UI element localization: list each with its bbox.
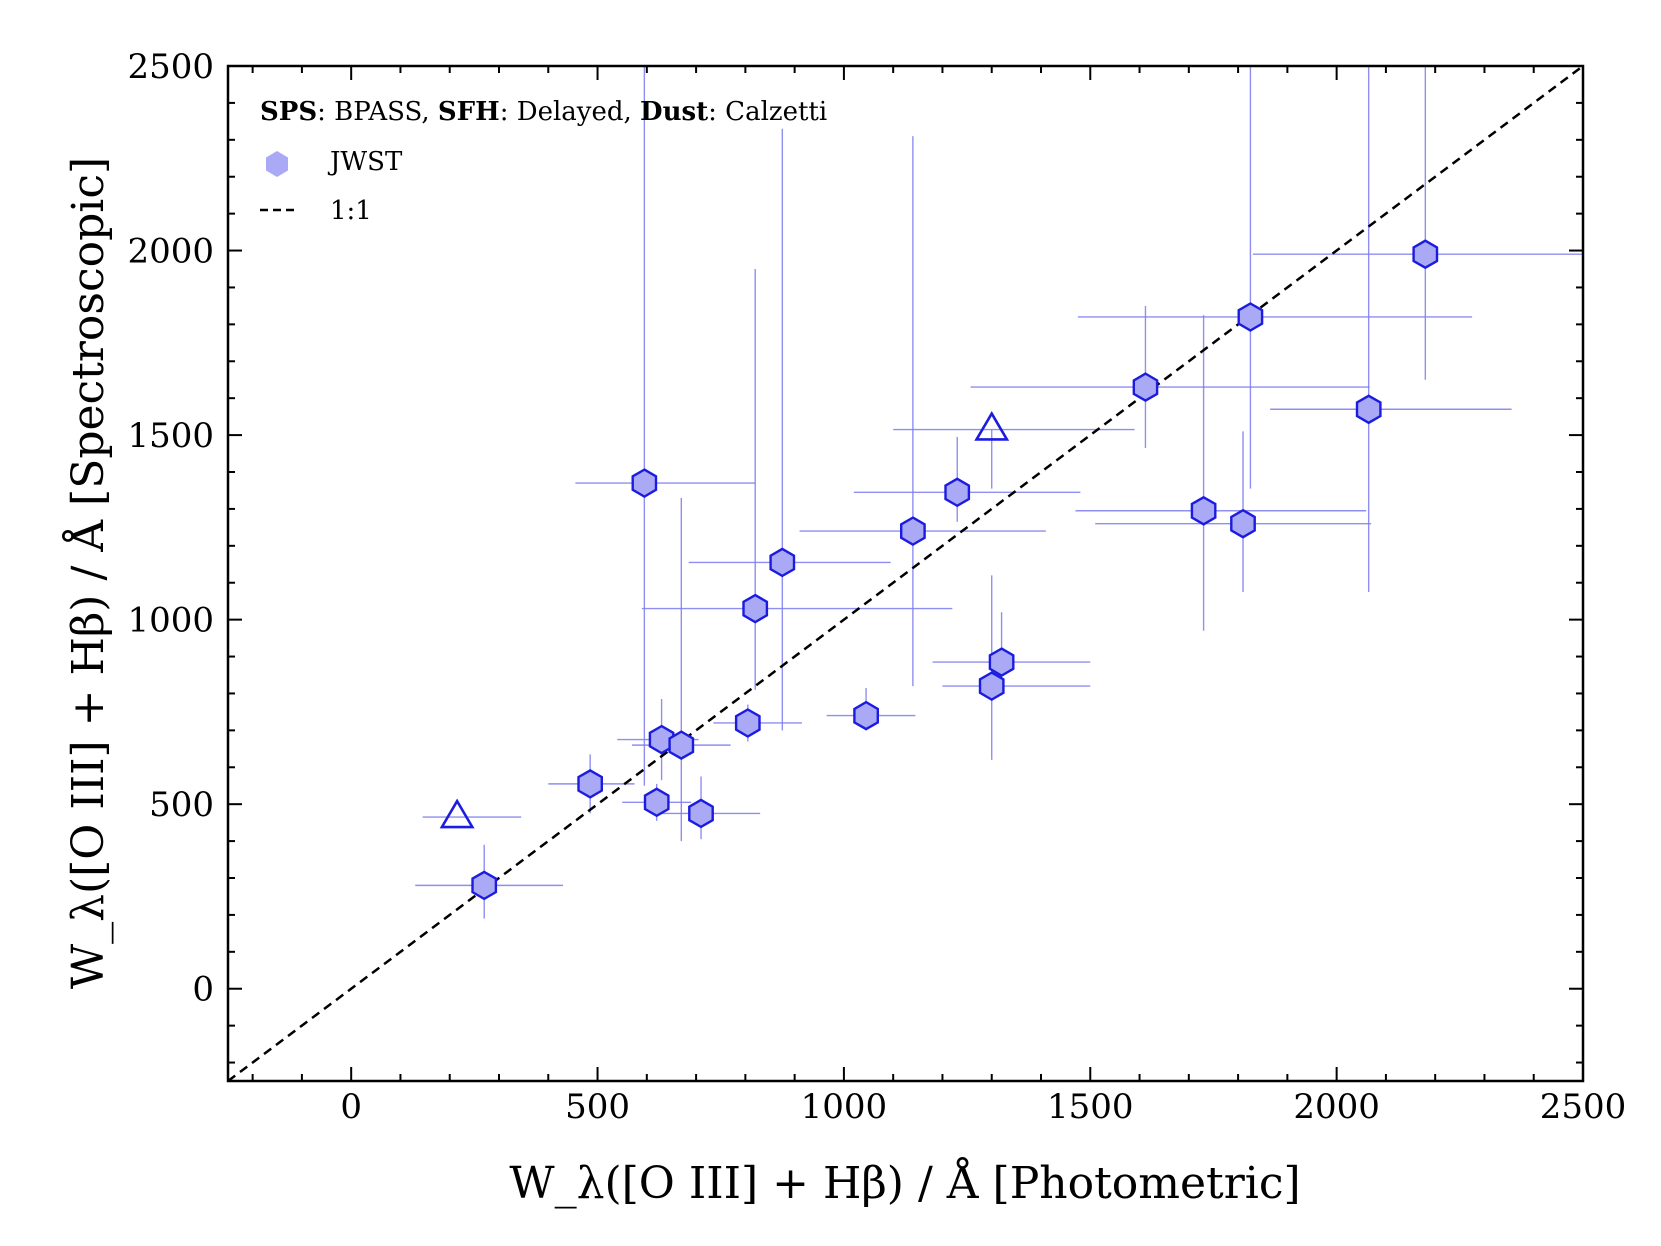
- plot-frame: [226, 64, 1585, 1083]
- x-axis-label: W_λ([O III] + Hβ) / Å [Photometric]: [509, 1156, 1300, 1209]
- jwst-hexagon-marker: [1132, 372, 1159, 402]
- x-tick-labels: 0 500 1000 1500 2000 2500: [340, 1087, 1626, 1127]
- x-tick-label: 2000: [1293, 1087, 1380, 1127]
- jwst-triangle-marker: [439, 798, 475, 829]
- y-tick-label: 2000: [127, 232, 214, 272]
- legend-dust-value: : Calzetti: [708, 97, 827, 127]
- jwst-triangle-marker: [974, 410, 1010, 441]
- one-to-one-line: [228, 66, 1583, 1081]
- jwst-hexagon-marker: [742, 593, 769, 624]
- jwst-hexagon-marker: [1230, 508, 1256, 539]
- jwst-hexagon-marker: [1412, 239, 1439, 270]
- legend-sps-value: : BPASS,: [317, 97, 438, 127]
- legend-entry-one-to-one: 1:1: [330, 196, 372, 226]
- jwst-hexagon-marker: [853, 700, 879, 731]
- jwst-hexagon-marker: [988, 647, 1015, 677]
- jwst-hexagon-marker: [577, 769, 603, 799]
- jwst-hexagon-marker: [643, 787, 670, 818]
- legend-dust-key: Dust: [640, 97, 708, 127]
- one-to-one-line-group: [228, 66, 1583, 1081]
- jwst-hexagon-marker: [1355, 394, 1382, 425]
- y-tick-label: 2500: [127, 47, 214, 87]
- y-tick-label: 500: [149, 785, 214, 825]
- legend-header: SPS: BPASS, SFH: Delayed, Dust: Calzetti: [260, 97, 827, 127]
- y-axis-label: W_λ([O III] + Hβ) / Å [Spectroscopic]: [61, 157, 114, 989]
- x-tick-label: 500: [565, 1087, 630, 1127]
- x-tick-label: 1500: [1047, 1087, 1134, 1127]
- y-tick-label: 1500: [127, 416, 214, 456]
- jwst-hexagon-marker: [978, 671, 1005, 701]
- axis-ticks: [228, 65, 1584, 1081]
- legend: SPS: BPASS, SFH: Delayed, Dust: Calzetti…: [260, 97, 827, 226]
- y-tick-label: 1000: [127, 601, 214, 641]
- x-tick-label: 2500: [1540, 1087, 1627, 1127]
- y-tick-label: 0: [192, 970, 214, 1010]
- legend-sps-key: SPS: [260, 97, 317, 127]
- jwst-hexagon-marker: [688, 798, 714, 829]
- jwst-hexagon-marker: [648, 724, 675, 755]
- jwst-hexagon-marker: [1237, 302, 1264, 332]
- jwst-hexagon-marker: [1190, 495, 1217, 526]
- legend-entry-jwst: JWST: [327, 147, 403, 177]
- jwst-hexagon-marker: [734, 708, 761, 738]
- jwst-hexagon-marker: [631, 468, 658, 498]
- legend-hexagon-icon: [266, 151, 288, 177]
- x-tick-label: 1000: [801, 1087, 888, 1127]
- x-tick-label: 0: [340, 1087, 362, 1127]
- data-markers: [439, 239, 1439, 901]
- jwst-hexagon-marker: [471, 870, 498, 901]
- legend-sfh-value: : Delayed,: [500, 97, 640, 127]
- jwst-hexagon-marker: [769, 547, 796, 578]
- jwst-hexagon-marker: [668, 730, 695, 760]
- y-tick-labels: 0 500 1000 1500 2000 2500: [127, 47, 214, 1010]
- jwst-hexagon-marker: [900, 516, 926, 546]
- jwst-hexagon-marker: [944, 477, 971, 508]
- legend-sfh-key: SFH: [438, 97, 500, 127]
